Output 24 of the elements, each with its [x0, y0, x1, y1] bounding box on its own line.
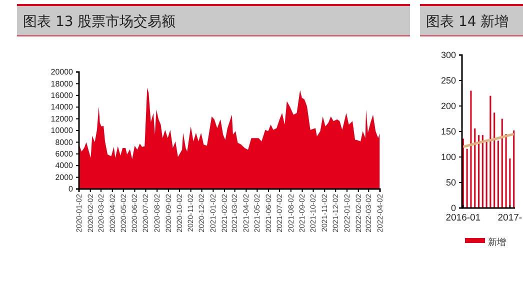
y-tick-label: 2000	[55, 172, 74, 182]
y-tick-label: 250	[440, 75, 456, 86]
legend-label: 新增	[488, 237, 506, 248]
y-tick-label: 12000	[50, 114, 74, 124]
y-tick-label: 0	[450, 202, 456, 213]
y-tick-label: 10000	[50, 126, 74, 136]
y-tick-label: 6000	[55, 149, 74, 158]
y-tick-label: 0	[68, 184, 74, 194]
y-tick-label: 14000	[50, 102, 74, 112]
x-tick-label: 2017-	[498, 212, 522, 224]
y-tick-label: 16000	[50, 90, 74, 100]
chart-title: 图表 13 股票市场交易额	[23, 14, 176, 30]
y-tick-label: 18000	[50, 79, 74, 88]
y-tick-label: 300	[440, 50, 456, 60]
y-tick-label: 100	[440, 152, 456, 162]
y-tick-label: 20000	[50, 68, 74, 77]
y-tick-label: 8000	[55, 138, 74, 147]
chart-title: 图表 14 新增	[426, 14, 509, 30]
y-tick-label: 200	[440, 100, 456, 111]
y-tick-label: 4000	[55, 161, 74, 170]
y-tick-label: 50	[446, 177, 456, 188]
x-tick-label: 2016-01	[446, 212, 481, 224]
line-series	[462, 132, 516, 148]
y-tick-label: 150	[440, 126, 456, 136]
